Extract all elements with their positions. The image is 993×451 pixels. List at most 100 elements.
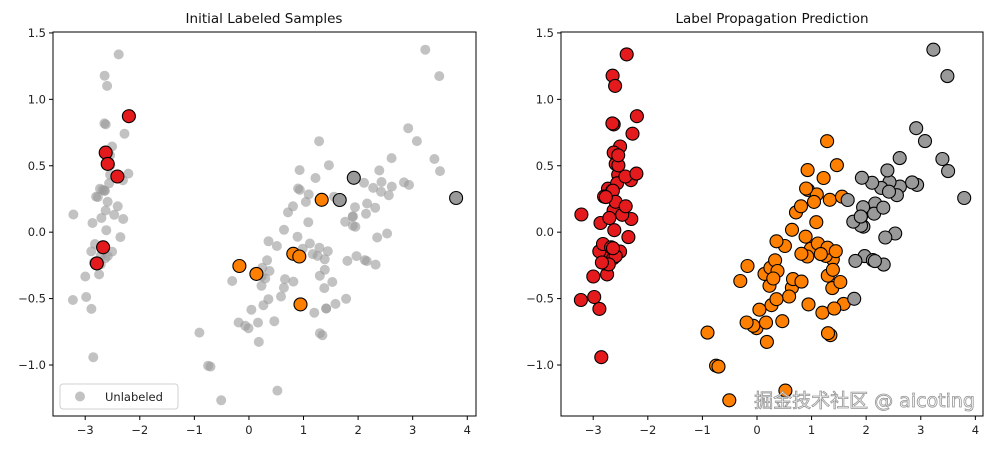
data-point: [346, 170, 361, 185]
data-point: [935, 151, 950, 167]
unlabeled-point: [112, 201, 123, 212]
watermark: 掘金技术社区 @ aicoting: [754, 390, 975, 412]
data-point: [292, 249, 307, 264]
unlabeled-point: [340, 216, 351, 227]
data-point: [775, 314, 790, 329]
unlabeled-point: [101, 225, 112, 236]
y-tick-label: 0.0: [28, 225, 46, 239]
data-point: [799, 181, 814, 196]
data-point: [782, 289, 797, 304]
unlabeled-point: [280, 274, 290, 285]
data-point: [867, 254, 882, 269]
x-tick-label: −3: [585, 423, 602, 437]
data-point: [801, 297, 816, 312]
data-point: [449, 190, 464, 206]
data-point: [722, 393, 737, 408]
x-tick-label: −1: [694, 423, 711, 437]
data-point: [711, 359, 726, 374]
x-tick-label: −1: [186, 423, 203, 437]
unlabeled-point: [216, 395, 227, 406]
unlabeled-point: [119, 128, 130, 139]
data-point: [820, 326, 836, 341]
unlabeled-point: [370, 259, 381, 270]
data-point: [249, 266, 264, 281]
unlabeled-point: [319, 264, 330, 275]
data-point: [940, 69, 955, 84]
unlabeled-point: [246, 304, 257, 315]
unlabeled-point: [99, 118, 110, 129]
unlabeled-point: [271, 241, 282, 251]
x-tick-label: 0: [245, 423, 252, 437]
unlabeled-point: [429, 154, 440, 164]
unlabeled-point: [86, 303, 97, 314]
unlabeled-point: [314, 328, 325, 339]
data-point: [825, 262, 840, 277]
unlabeled-point: [233, 317, 244, 328]
legend-box: [59, 383, 179, 410]
unlabeled-point: [300, 196, 311, 207]
left-title: Initial Labeled Samples: [186, 11, 343, 27]
legend: Unlabeled: [59, 383, 179, 410]
legend-marker-unlabeled: [75, 391, 85, 402]
points-layer: [67, 44, 464, 406]
data-point: [917, 134, 933, 149]
y-tick-label: 1.5: [536, 26, 554, 40]
x-tick-label: −3: [77, 423, 94, 437]
y-tick-label: 1.5: [28, 26, 46, 40]
data-point: [602, 210, 617, 226]
data-point: [809, 215, 824, 230]
data-point: [822, 192, 837, 207]
unlabeled-point: [88, 352, 99, 363]
data-point: [618, 199, 633, 214]
y-tick-label: −0.5: [526, 292, 554, 306]
unlabeled-point: [94, 269, 105, 280]
unlabeled-point: [123, 168, 134, 179]
unlabeled-point: [253, 317, 263, 328]
x-tick-label: 1: [300, 423, 307, 437]
x-tick-label: 0: [753, 423, 760, 437]
data-point: [752, 302, 767, 317]
unlabeled-point: [376, 177, 387, 187]
unlabeled-point: [361, 208, 371, 219]
data-point: [629, 109, 644, 124]
data-point: [96, 240, 111, 255]
unlabeled-point: [276, 291, 286, 302]
data-point: [909, 121, 924, 136]
legend-label-unlabeled: Unlabeled: [105, 390, 163, 404]
data-point: [827, 301, 842, 316]
data-point: [833, 274, 848, 290]
data-point: [629, 166, 644, 181]
data-point: [816, 170, 831, 186]
data-point: [232, 258, 247, 274]
data-point: [880, 163, 895, 178]
unlabeled-point: [303, 217, 314, 228]
data-point: [853, 209, 868, 224]
x-tick-label: 2: [863, 423, 870, 437]
y-tick-label: −0.5: [18, 292, 46, 306]
data-point: [794, 274, 809, 289]
unlabeled-point: [81, 292, 92, 302]
unlabeled-point: [309, 307, 320, 318]
y-tick-label: 0.5: [536, 159, 554, 173]
data-point: [892, 151, 907, 166]
unlabeled-point: [383, 190, 394, 201]
unlabeled-point: [420, 44, 431, 55]
y-tick-label: −1.0: [18, 358, 46, 372]
unlabeled-point: [109, 209, 120, 220]
unlabeled-point: [194, 327, 205, 338]
unlabeled-point: [370, 202, 381, 213]
unlabeled-point: [314, 136, 325, 147]
unlabeled-point: [314, 242, 325, 253]
unlabeled-point: [310, 173, 321, 183]
data-point: [829, 158, 844, 173]
x-tick-label: 3: [917, 423, 924, 437]
unlabeled-point: [303, 189, 314, 200]
unlabeled-point: [351, 251, 362, 262]
unlabeled-point: [87, 218, 98, 228]
data-point: [840, 192, 855, 208]
unlabeled-point: [330, 298, 341, 309]
unlabeled-point: [322, 246, 333, 257]
unlabeled-point: [342, 255, 353, 266]
unlabeled-point: [319, 283, 330, 294]
unlabeled-point: [341, 293, 352, 304]
